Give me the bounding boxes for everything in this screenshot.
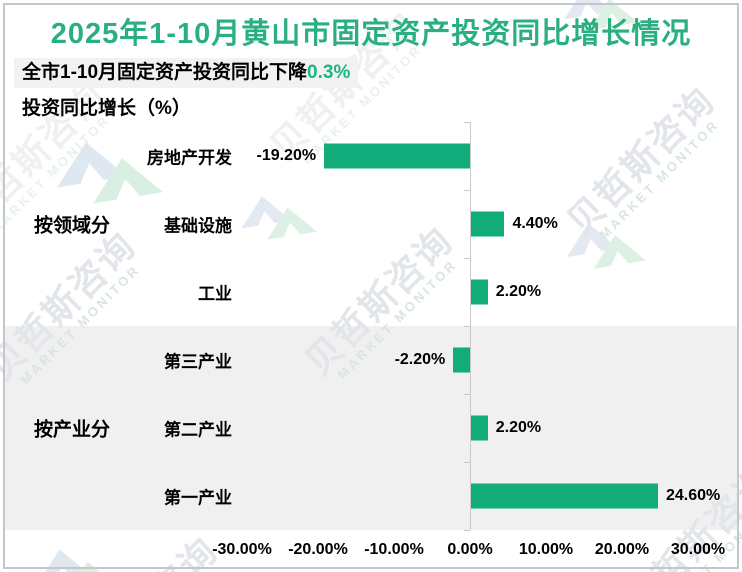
chart-subtitle: 全市1-10月固定资产投资同比下降0.3% xyxy=(14,58,359,88)
value-label: -2.20% xyxy=(394,351,446,368)
group-label: 按领域分 xyxy=(33,215,111,237)
category-label: 第一产业 xyxy=(164,488,232,508)
category-label: 工业 xyxy=(198,284,232,304)
axis-tick-label: 10.00% xyxy=(518,541,574,558)
bar xyxy=(471,483,658,509)
axis-tick-label: 0.00% xyxy=(447,541,493,558)
brand-logo-icon xyxy=(566,223,646,269)
category-label: 房地产开发 xyxy=(147,148,232,168)
axis-tick-mark xyxy=(464,258,470,259)
group-label: 按产业分 xyxy=(33,419,111,441)
axis-tick-mark xyxy=(464,462,470,463)
axis-tick-mark xyxy=(464,190,470,191)
y-axis-title: 投资同比增长（%） xyxy=(22,98,191,119)
chart-title: 2025年1-10月黄山市固定资产投资同比增长情况 xyxy=(50,18,692,50)
axis-tick-label: -30.00% xyxy=(212,541,272,558)
brand-logo-icon xyxy=(57,142,164,204)
axis-tick-mark xyxy=(464,530,470,531)
category-label: 第三产业 xyxy=(164,352,232,372)
value-label: -19.20% xyxy=(256,147,317,164)
brand-logo-icon xyxy=(241,196,317,240)
axis-tick-label: -20.00% xyxy=(288,541,348,558)
axis-tick-label: 30.00% xyxy=(670,541,726,558)
brand-logo-icon xyxy=(37,549,120,572)
watermark-text: 贝哲斯咨询 MARKET MONITOR xyxy=(559,79,723,243)
bar xyxy=(471,211,505,237)
bar xyxy=(324,143,470,169)
bar xyxy=(453,347,470,373)
axis-line xyxy=(470,122,471,530)
bar xyxy=(471,415,488,441)
axis-tick-label: -10.00% xyxy=(364,541,424,558)
axis-tick-mark xyxy=(464,122,470,123)
category-label: 第二产业 xyxy=(164,420,232,440)
bar xyxy=(471,279,488,305)
value-label: 2.20% xyxy=(495,419,542,436)
axis-tick-mark xyxy=(464,394,470,395)
value-label: 2.20% xyxy=(495,283,542,300)
subtitle-highlight-value: 0.3% xyxy=(307,62,351,83)
axis-tick-label: 20.00% xyxy=(594,541,650,558)
category-label: 基础设施 xyxy=(164,216,232,236)
value-label: 24.60% xyxy=(665,487,721,504)
value-label: 4.40% xyxy=(512,215,558,232)
axis-tick-mark xyxy=(464,326,470,327)
subtitle-text: 全市1-10月固定资产投资同比下降 xyxy=(22,62,308,83)
